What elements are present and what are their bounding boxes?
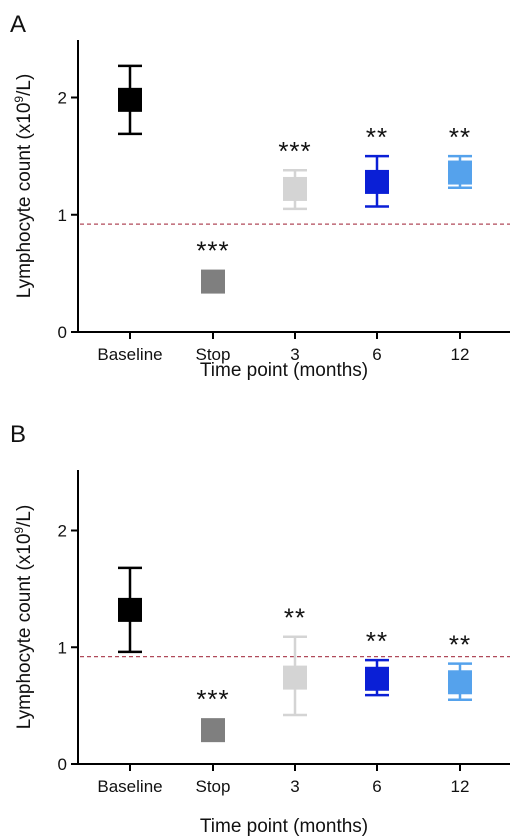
data-point-a [201, 269, 225, 294]
x-tick-label-a: Baseline [97, 345, 162, 364]
data-point-a [118, 87, 142, 112]
significance-label-a: ** [366, 122, 388, 152]
y-tick-label-b: 0 [58, 755, 67, 774]
data-point-b [365, 666, 389, 691]
panel-a: A Lymphocyte count (x109/L) Time point (… [10, 11, 510, 381]
data-point-b [201, 718, 225, 743]
significance-label-a: *** [278, 136, 311, 166]
x-axis-title-a: Time point (months) [200, 360, 368, 381]
data-point-a [365, 169, 389, 194]
y-tick-label-a: 0 [58, 323, 67, 342]
panel-b: B Lymphocyte count (x109/L) Time point (… [10, 421, 510, 837]
y-tick-label-a: 1 [58, 206, 67, 225]
significance-label-b: ** [449, 630, 471, 660]
y-tick-label-b: 1 [58, 638, 67, 657]
significance-label-a: *** [196, 236, 229, 266]
y-tick-label-a: 2 [58, 89, 67, 108]
significance-label-a: ** [449, 122, 471, 152]
x-tick-label-b: 6 [372, 777, 381, 796]
x-tick-label-a: 3 [290, 345, 299, 364]
panel-label-b: B [10, 421, 26, 448]
x-tick-label-a: Stop [196, 345, 231, 364]
y-axis-title-a: Lymphocyte count (x109/L) [12, 74, 35, 299]
data-point-a [283, 176, 307, 201]
data-point-b [283, 665, 307, 690]
x-axis-title-b: Time point (months) [200, 816, 368, 837]
y-tick-label-b: 2 [58, 522, 67, 541]
data-point-b [448, 670, 472, 695]
y-axis-title-b: Lymphocyte count (x109/L) [12, 505, 35, 730]
significance-label-b: ** [284, 603, 306, 633]
x-tick-label-b: Stop [196, 777, 231, 796]
data-point-b [118, 597, 142, 622]
x-tick-label-b: Baseline [97, 777, 162, 796]
panel-label-a: A [10, 11, 26, 38]
x-tick-label-a: 12 [451, 345, 470, 364]
x-tick-label-b: 3 [290, 777, 299, 796]
x-tick-label-b: 12 [451, 777, 470, 796]
data-point-a [448, 160, 472, 185]
significance-label-b: ** [366, 626, 388, 656]
significance-label-b: *** [196, 684, 229, 714]
x-tick-label-a: 6 [372, 345, 381, 364]
